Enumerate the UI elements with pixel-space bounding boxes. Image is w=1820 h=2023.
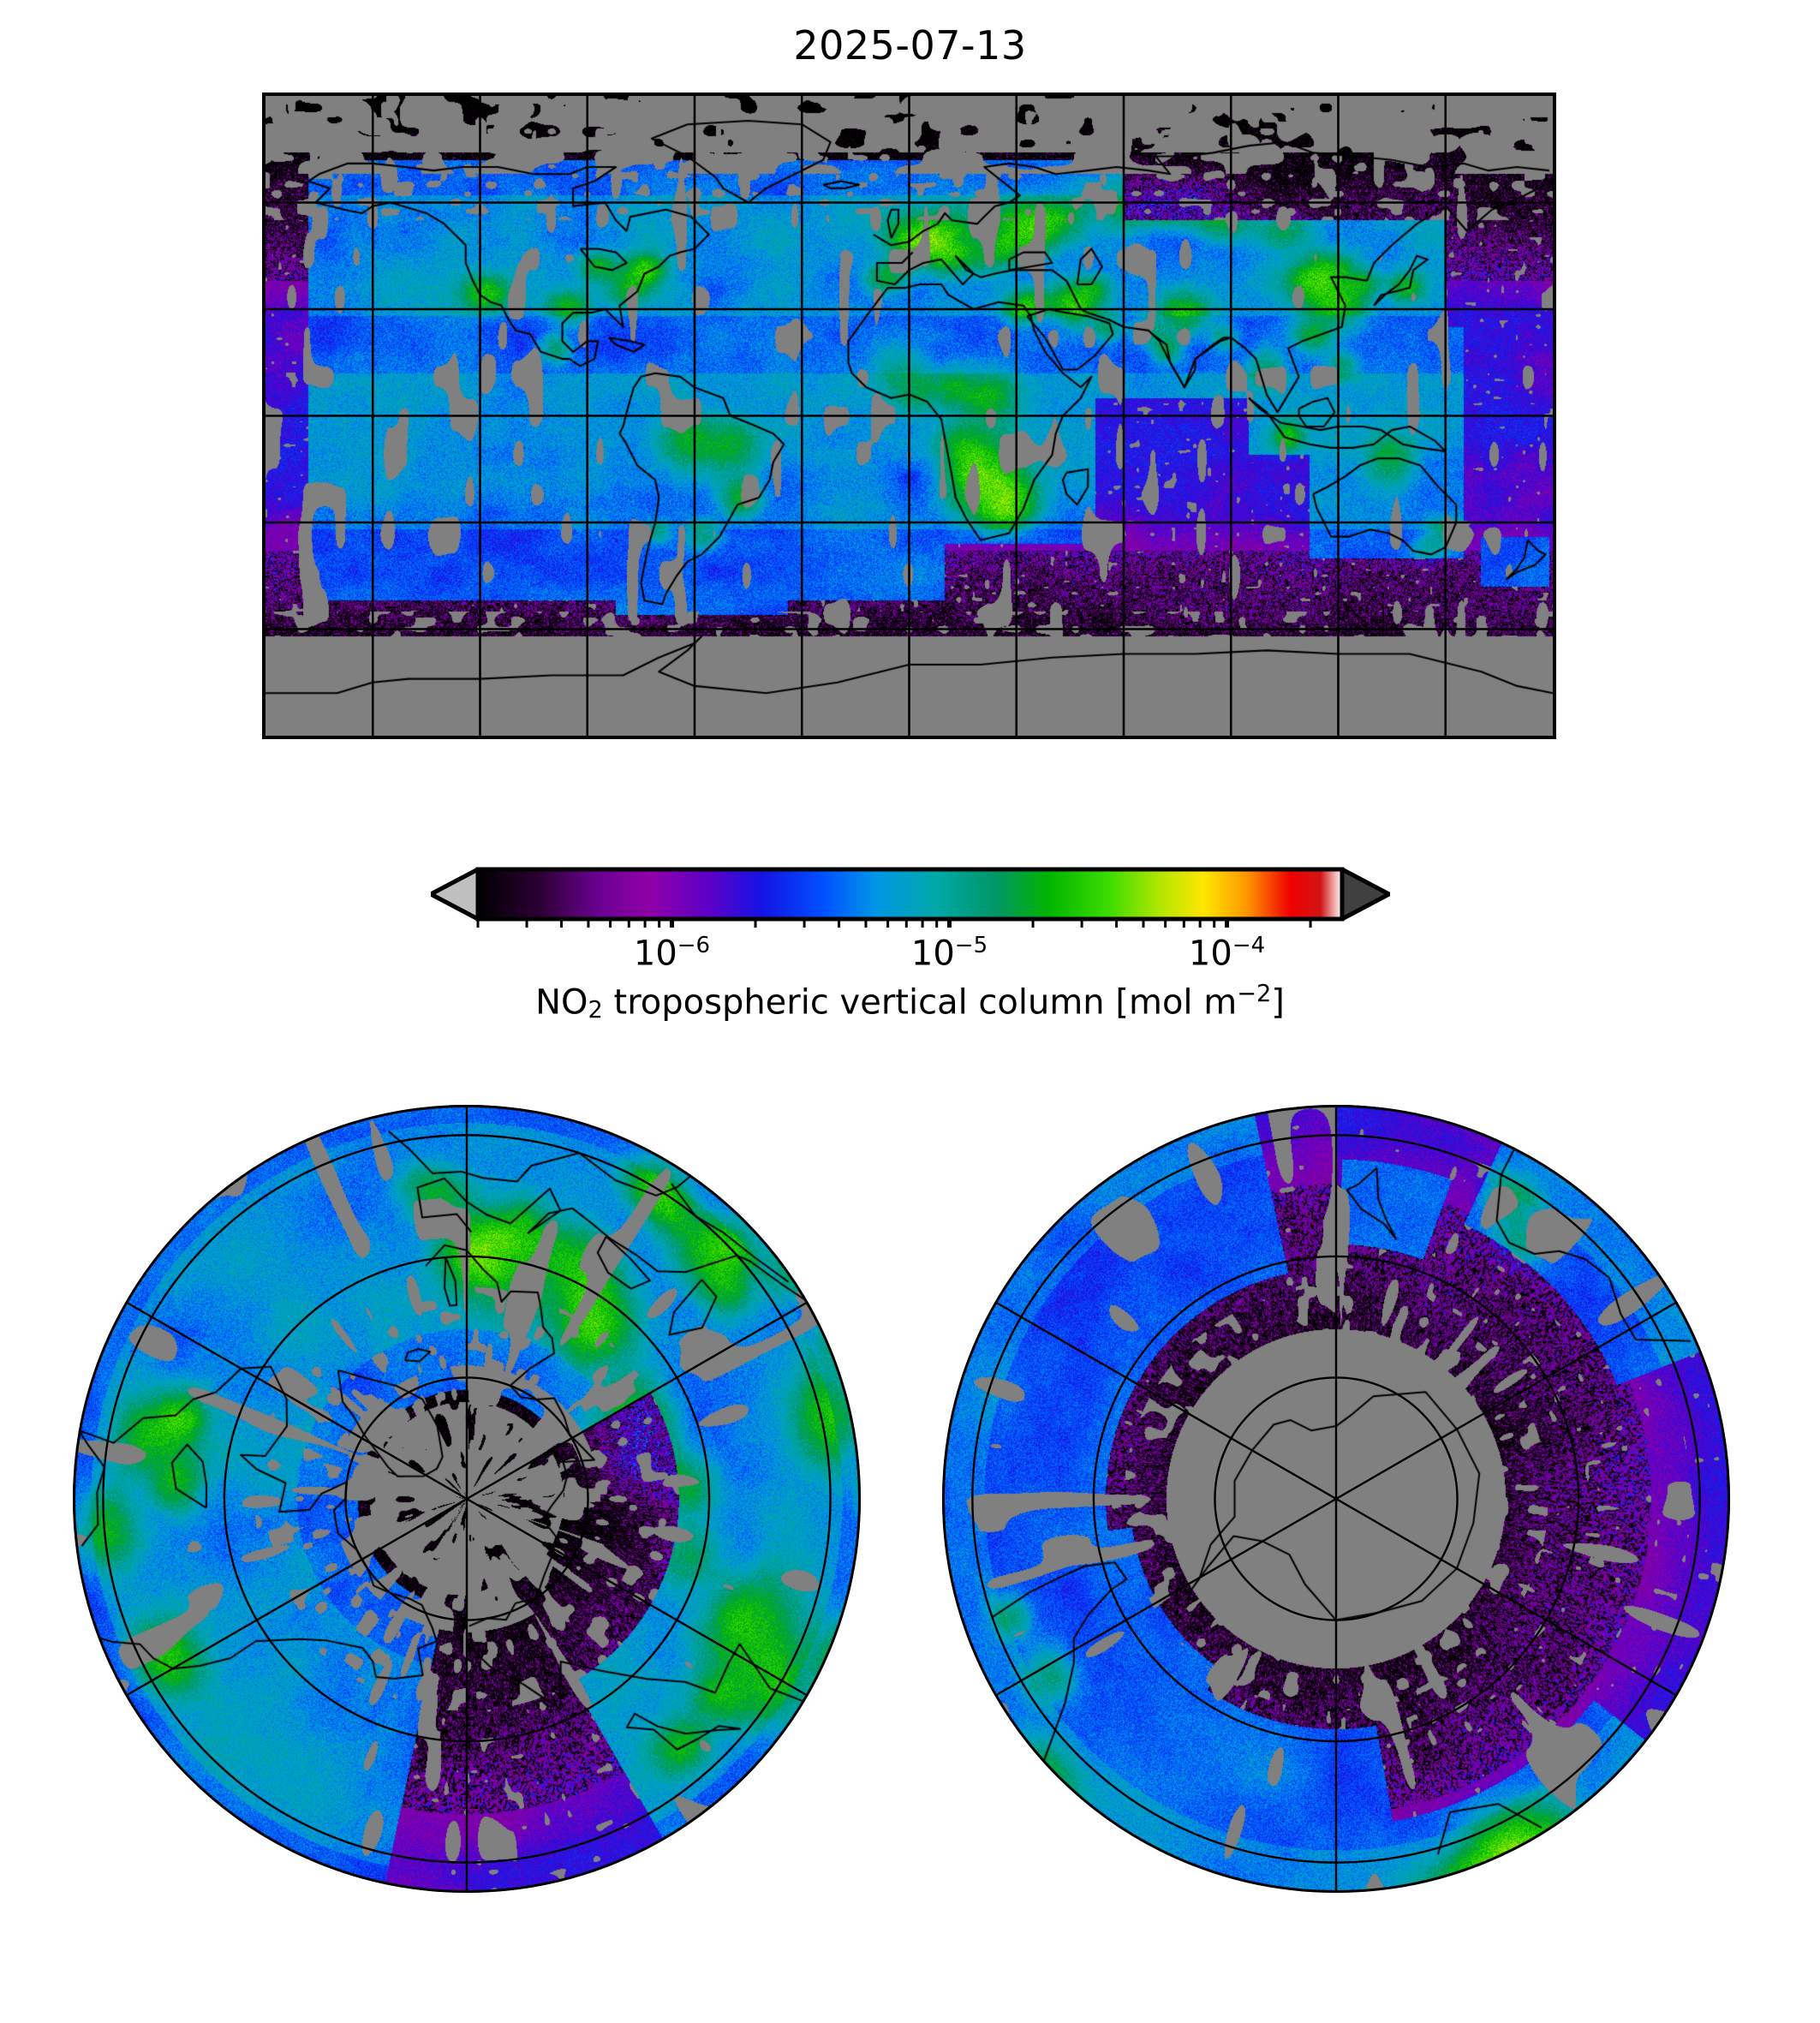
- colorbar-tick-label: 10−4: [1188, 933, 1266, 974]
- colorbar-axis-label: NO2 tropospheric vertical column [mol m−…: [535, 981, 1285, 1024]
- colorbar-svg: [431, 867, 1390, 928]
- colorbar-over-arrow: [1340, 867, 1390, 922]
- global-map-panel: [262, 92, 1556, 739]
- colorbar-gradient-bar: [475, 867, 1345, 922]
- colorbar-ticks: [476, 919, 1312, 928]
- polar-north-panel: [73, 1105, 861, 1893]
- colorbar-tick-label: 10−6: [633, 933, 711, 974]
- colorbar-group: 10−6 10−5 10−4 NO2 tropospheric vertical c…: [0, 861, 1820, 1058]
- polar-panels-row: [0, 1105, 1820, 1910]
- polar-north-clip: [73, 1105, 861, 1893]
- colorbar-tick-label: 10−5: [910, 933, 988, 974]
- colorbar-under-arrow: [431, 867, 480, 922]
- polar-south-panel: [942, 1105, 1730, 1893]
- global-map-raster: [266, 96, 1553, 736]
- colorbar-tick-labels: 10−6 10−5 10−4: [0, 928, 1820, 979]
- page-title: 2025-07-13: [793, 22, 1027, 69]
- polar-south-clip: [942, 1105, 1730, 1893]
- polar-south-raster: [942, 1105, 1730, 1893]
- polar-north-raster: [73, 1105, 861, 1893]
- colorbar: [431, 861, 1390, 928]
